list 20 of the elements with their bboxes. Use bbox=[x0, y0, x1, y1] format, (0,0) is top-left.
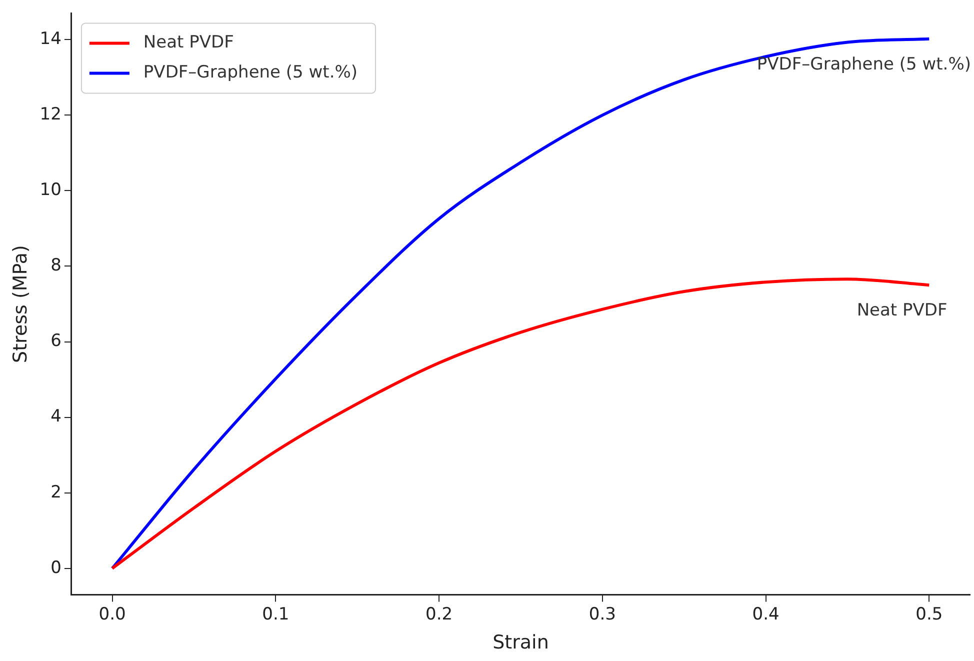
y-tick-label: 8 bbox=[50, 256, 62, 276]
x-axis-title: Strain bbox=[492, 632, 549, 654]
y-tick-label: 12 bbox=[40, 104, 62, 125]
x-tick-label: 0.1 bbox=[262, 604, 290, 624]
annotation: Neat PVDF bbox=[856, 300, 948, 321]
annotation: PVDF–Graphene (5 wt.%) bbox=[756, 54, 971, 74]
y-tick-label: 6 bbox=[50, 331, 62, 352]
x-tick-label: 0.2 bbox=[426, 604, 453, 624]
x-tick-label: 0.4 bbox=[752, 604, 780, 624]
x-tick-label: 0.5 bbox=[916, 604, 943, 624]
y-tick-label: 2 bbox=[50, 482, 62, 502]
y-tick-label: 10 bbox=[40, 180, 62, 200]
x-tick-label: 0.0 bbox=[98, 604, 126, 624]
y-tick-label: 0 bbox=[50, 558, 62, 578]
x-tick-label: 0.3 bbox=[588, 604, 616, 624]
legend-label: PVDF–Graphene (5 wt.%) bbox=[143, 62, 358, 83]
legend-label: Neat PVDF bbox=[143, 32, 234, 53]
y-axis-title: Stress (MPa) bbox=[9, 245, 32, 363]
y-tick-label: 4 bbox=[50, 406, 62, 427]
y-tick-label: 14 bbox=[40, 29, 62, 50]
